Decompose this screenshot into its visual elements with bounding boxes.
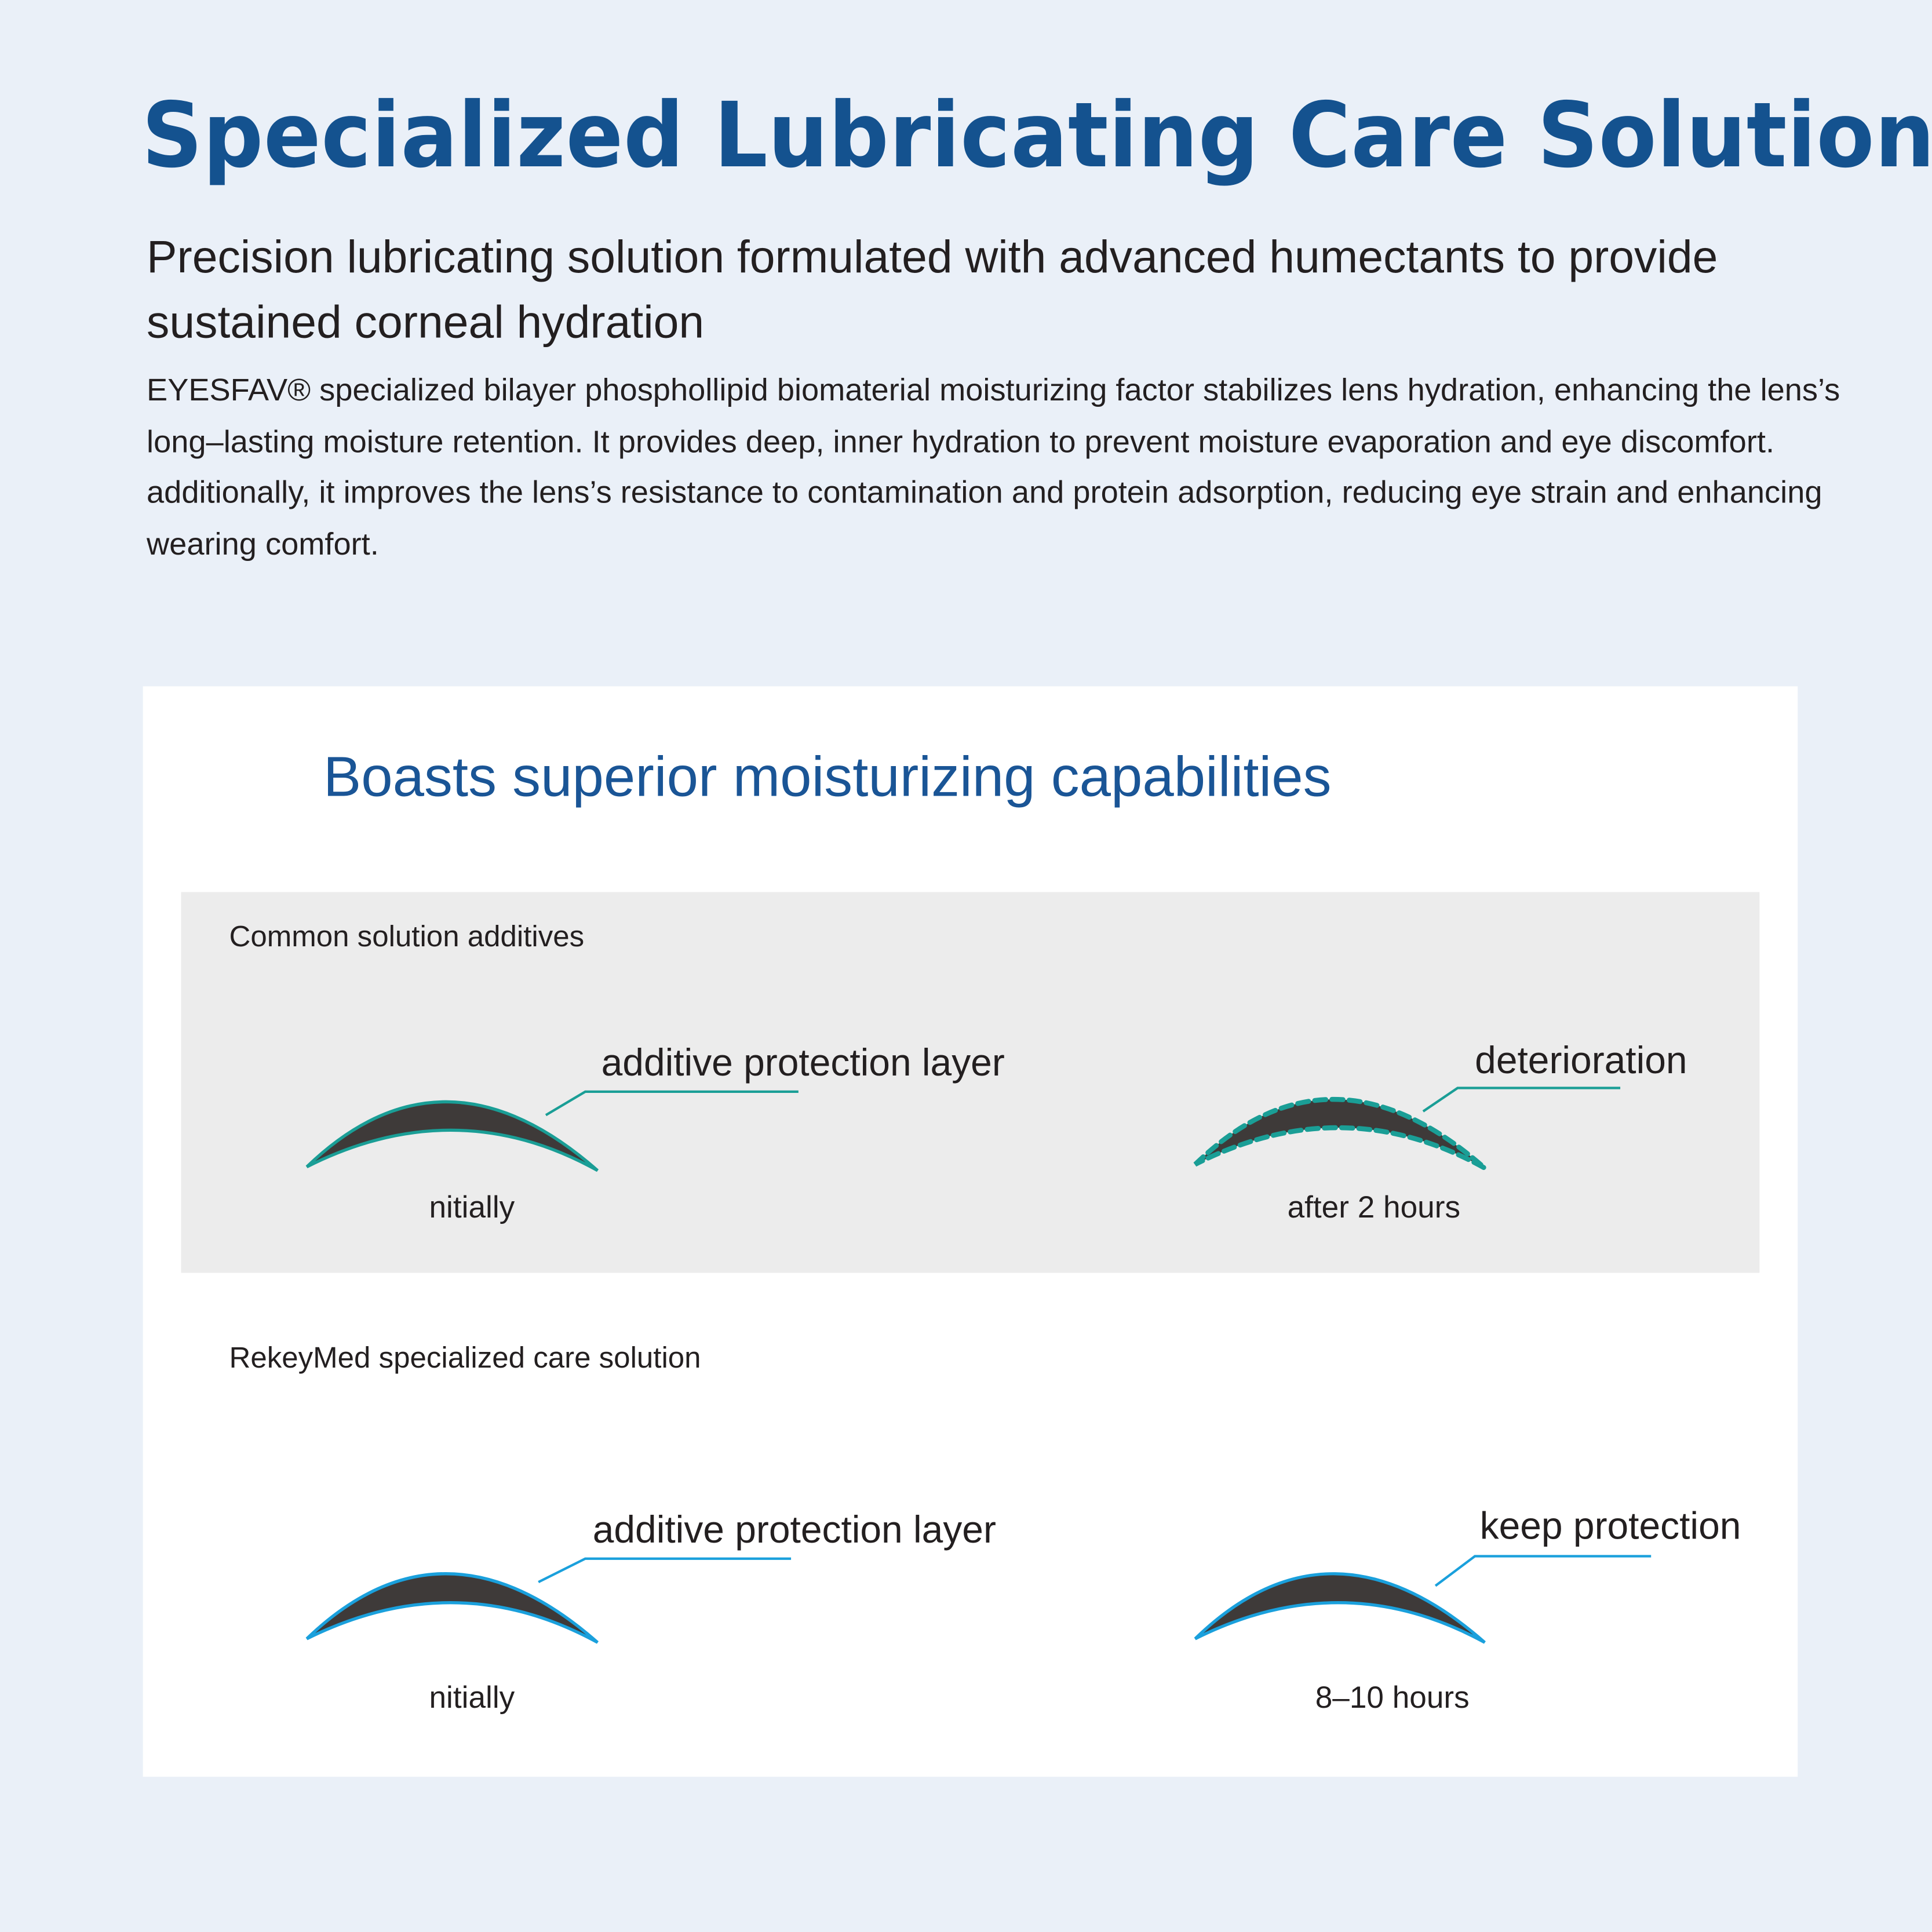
- common-left-callout: additive protection layer: [601, 1041, 1005, 1085]
- rekeymed-right-caption: 8–10 hours: [1315, 1681, 1470, 1715]
- leader-line: [538, 1557, 792, 1584]
- rekeymed-right-callout: keep protection: [1479, 1504, 1741, 1548]
- lens-icon-rekeymed-sustained: [1194, 1572, 1486, 1644]
- rekeymed-left-callout: additive protection layer: [592, 1508, 996, 1551]
- lens-icon-common-deteriorated: [1193, 1096, 1486, 1171]
- common-solution-panel: [181, 892, 1760, 1273]
- description-paragraph: EYESFAV® specialized bilayer phosphollip…: [147, 373, 1840, 562]
- leader-line: [545, 1090, 799, 1117]
- rekeymed-section-label: RekeyMed specialized care solution: [229, 1342, 701, 1375]
- common-right-callout: deterioration: [1475, 1038, 1687, 1082]
- lens-icon-common-initial: [305, 1100, 599, 1172]
- page-subtitle: Precision lubricating solution formulate…: [147, 231, 1718, 348]
- common-right-caption: after 2 hours: [1287, 1190, 1461, 1225]
- comparison-title: Boasts superior moisturizing capabilitie…: [323, 744, 1332, 808]
- leader-line: [1422, 1087, 1621, 1113]
- page-title: Specialized Lubricating Care Solution: [141, 83, 1932, 189]
- lens-icon-rekeymed-initial: [305, 1572, 599, 1644]
- common-section-label: Common solution additives: [229, 920, 585, 954]
- rekeymed-left-caption: nitially: [429, 1681, 515, 1715]
- leader-line: [1434, 1555, 1652, 1587]
- common-left-caption: nitially: [429, 1190, 515, 1225]
